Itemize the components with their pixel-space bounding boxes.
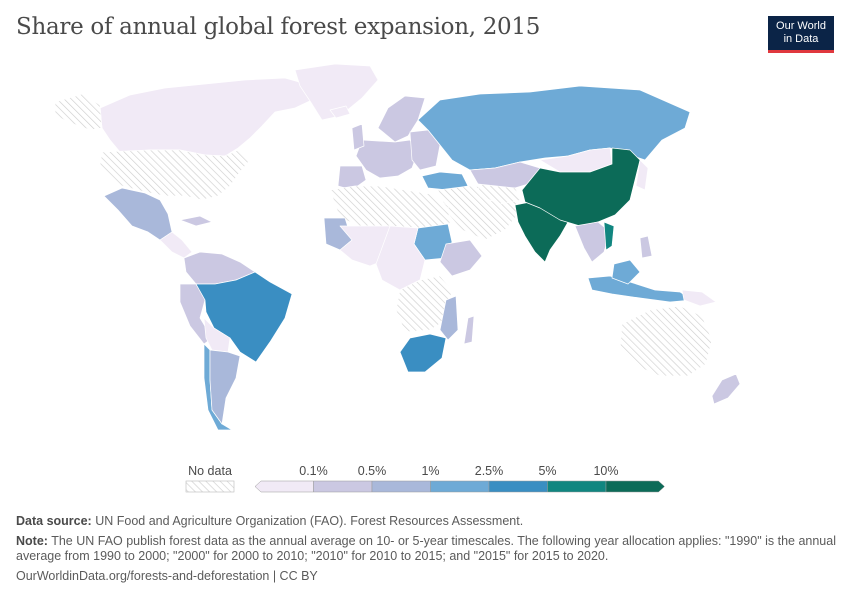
- chart-title: Share of annual global forest expansion,…: [16, 14, 541, 40]
- new-zealand-region[interactable]: [711, 373, 741, 405]
- legend-bin-label: 1%: [421, 464, 439, 478]
- url-line[interactable]: OurWorldinData.org/forests-and-deforesta…: [16, 568, 318, 583]
- note-line: Note: The UN FAO publish forest data as …: [16, 534, 836, 565]
- source-text: UN Food and Agriculture Organization (FA…: [95, 514, 524, 528]
- central-america-region[interactable]: [159, 231, 193, 259]
- logo-accent-bar: [768, 50, 834, 53]
- korea-japan-region[interactable]: [635, 159, 649, 191]
- argentina-region[interactable]: [209, 349, 241, 425]
- owid-logo[interactable]: Our World in Data: [768, 16, 834, 53]
- china-region[interactable]: [521, 147, 641, 227]
- north-africa-region[interactable]: [329, 185, 451, 229]
- legend-no-data-label: No data: [188, 464, 232, 478]
- brazil-region[interactable]: [195, 271, 293, 363]
- iberia-region[interactable]: [337, 165, 367, 191]
- legend-swatch: [430, 480, 490, 493]
- alaska-region[interactable]: [54, 93, 103, 131]
- philippines-region[interactable]: [639, 235, 653, 259]
- scandinavia-region[interactable]: [377, 95, 426, 143]
- legend-swatch: [371, 480, 431, 493]
- legend-bins: 0.1% 0.5% 1% 2.5% 5% 10%: [254, 464, 665, 493]
- world-map: [54, 63, 741, 431]
- legend-swatch: [313, 480, 373, 493]
- south-africa-region[interactable]: [399, 333, 447, 373]
- mozambique-region[interactable]: [439, 295, 459, 341]
- legend-bin-label: 0.5%: [358, 464, 387, 478]
- canada-region[interactable]: [99, 77, 313, 157]
- russia-region[interactable]: [417, 85, 691, 171]
- usa-region[interactable]: [99, 149, 251, 201]
- indonesia-region[interactable]: [587, 275, 693, 303]
- central-asia-south-region[interactable]: [477, 183, 523, 205]
- southeast-asia-region[interactable]: [574, 221, 611, 263]
- borneo-region[interactable]: [611, 259, 641, 285]
- ethiopia-kenya-region[interactable]: [439, 239, 483, 277]
- legend-bin-label: 2.5%: [475, 464, 504, 478]
- iceland-region[interactable]: [329, 105, 351, 119]
- cuba-region[interactable]: [179, 215, 213, 227]
- legend-swatch: [605, 480, 665, 493]
- legend-bin-label: 10%: [593, 464, 618, 478]
- note-text: The UN FAO publish forest data as the an…: [16, 533, 836, 564]
- mexico-region[interactable]: [103, 187, 173, 241]
- footer: Data source: UN Food and Agriculture Org…: [16, 514, 836, 588]
- legend-bin-label: 0.1%: [299, 464, 328, 478]
- greenland-region[interactable]: [294, 63, 379, 121]
- legend-no-data-swatch: [185, 480, 235, 493]
- madagascar-region[interactable]: [463, 315, 475, 345]
- uk-region[interactable]: [351, 123, 365, 151]
- legend-swatch: [488, 480, 548, 493]
- papua-region[interactable]: [681, 289, 717, 307]
- western-europe-region[interactable]: [355, 139, 419, 179]
- source-label: Data source:: [16, 514, 92, 528]
- color-legend: No data 0.1% 0.5% 1% 2.5% 5% 10%: [185, 464, 665, 493]
- logo-line-2: in Data: [783, 33, 819, 45]
- logo-line-1: Our World: [776, 20, 826, 32]
- legend-bin-label: 5%: [538, 464, 556, 478]
- note-label: Note:: [16, 533, 48, 548]
- legend-swatch: [547, 480, 607, 493]
- source-line: Data source: UN Food and Agriculture Org…: [16, 514, 836, 530]
- vietnam-region[interactable]: [603, 221, 615, 251]
- legend-swatch: [254, 480, 314, 493]
- australia-region[interactable]: [619, 305, 713, 377]
